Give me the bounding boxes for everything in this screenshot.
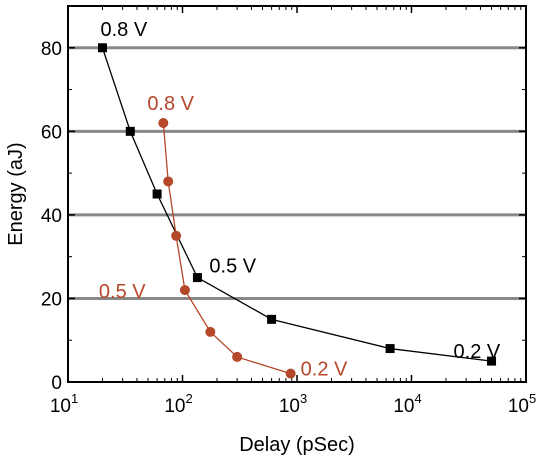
- series-1-marker: [125, 126, 135, 136]
- gridlines: [68, 46, 526, 300]
- series-1-annotation: 0.8 V: [100, 19, 147, 41]
- series-2-annotation: 0.2 V: [301, 359, 348, 381]
- x-tick-base: 10: [393, 396, 414, 417]
- x-tick-label: 105: [508, 391, 536, 417]
- y-tick-label: 0: [51, 373, 62, 394]
- series-1-marker: [97, 43, 107, 53]
- y-tick-label: 80: [41, 39, 62, 60]
- series-2-marker: [163, 176, 174, 187]
- x-tick-exponent: 3: [300, 391, 307, 406]
- x-tick-exponent: 4: [414, 391, 421, 406]
- series-2-marker: [158, 117, 169, 128]
- series-1-annotation: 0.5 V: [209, 256, 256, 278]
- series-1-marker: [267, 314, 277, 324]
- x-tick-exponent: 2: [185, 391, 192, 406]
- series-2-annotation: 0.8 V: [147, 93, 194, 115]
- x-tick-exponent: 1: [71, 391, 78, 406]
- x-axis-label: Delay (pSec): [239, 434, 355, 456]
- series-2-annotation: 0.5 V: [99, 281, 146, 303]
- series-2-marker: [179, 285, 190, 296]
- x-tick-base: 10: [50, 396, 71, 417]
- x-tick-base: 10: [279, 396, 300, 417]
- y-axis-label: Energy (aJ): [5, 142, 27, 245]
- x-tick-exponent: 5: [529, 391, 536, 406]
- x-tick-label: 104: [393, 391, 421, 417]
- series-1-marker: [385, 344, 395, 354]
- series-2-line: [162, 122, 291, 375]
- series-2-marker: [171, 230, 182, 241]
- x-tick-base: 10: [164, 396, 185, 417]
- y-tick-label: 60: [41, 122, 62, 143]
- series-1-marker: [487, 356, 497, 366]
- x-tick-label: 101: [50, 391, 78, 417]
- series-1-annotation: 0.2 V: [454, 341, 501, 363]
- x-tick-label: 103: [279, 391, 307, 417]
- x-tick-base: 10: [508, 396, 529, 417]
- x-tick-label: 102: [164, 391, 192, 417]
- series-layer: [97, 43, 497, 379]
- series-1-marker: [152, 189, 162, 199]
- y-tick-label: 40: [41, 206, 62, 227]
- series-2-marker: [285, 368, 296, 379]
- y-tick-label: 20: [41, 289, 62, 310]
- series-2-marker: [232, 351, 243, 362]
- series-1-marker: [192, 273, 202, 283]
- annotation-layer: 0.8 V 0.5 V 0.2 V 0.8 V 0.5 V 0.2 V: [99, 19, 501, 381]
- series-2-marker: [205, 326, 216, 337]
